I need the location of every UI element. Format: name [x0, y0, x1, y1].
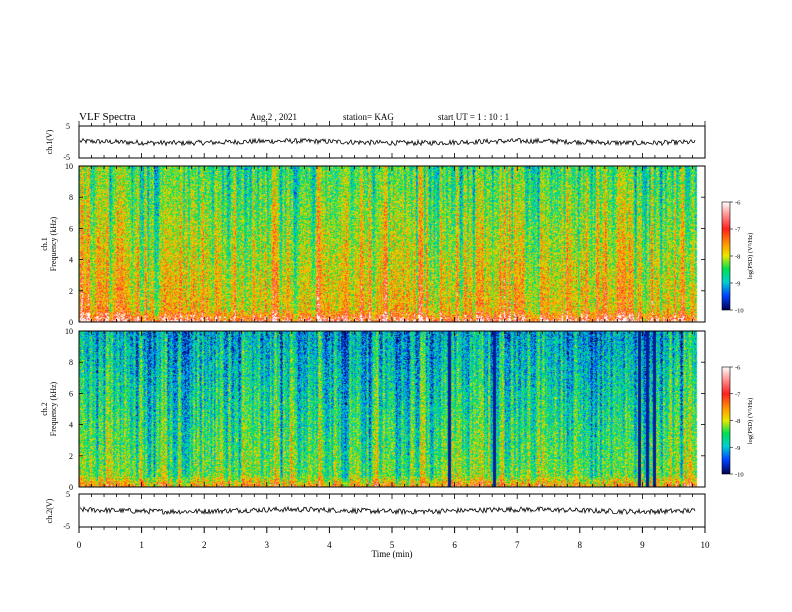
spectrogram-ytick-label: 4 [69, 421, 73, 430]
spectrogram-ytick-label: 2 [69, 452, 73, 461]
colorbar-tick-label: -9 [735, 281, 740, 288]
colorbar-tick-label: -10 [735, 308, 744, 315]
colorbar-ch2-ticks: -6 -7 -8 -9 -10 [730, 365, 744, 479]
station-label: station= KAG [343, 112, 394, 122]
time-tick-label: 8 [578, 540, 583, 550]
time-tick-label: 3 [265, 540, 270, 550]
waveform-ch1-ytick-top: 5 [66, 122, 70, 131]
waveform-ch1-ytick-bottom: -5 [63, 153, 70, 162]
colorbar-tick-label: -6 [735, 200, 741, 207]
time-tick-label: 1 [139, 540, 144, 550]
time-tick-label: 0 [77, 540, 82, 550]
spectrogram-ytick-label: 8 [69, 358, 73, 367]
inner-time-ticks [78, 121, 706, 499]
waveform-ch1-ylabel: ch.1(V) [45, 129, 54, 154]
time-tick-label: 7 [515, 540, 520, 550]
spectrogram-ytick-label: 8 [69, 193, 73, 202]
spectrogram-ytick-label: 0 [69, 318, 73, 327]
spectrogram-ch2-yticks: 10 8 6 4 2 0 [65, 327, 705, 492]
time-tick-label: 5 [390, 540, 395, 550]
time-axis-ticks: 0 1 2 3 4 5 6 7 8 9 10 [77, 527, 710, 550]
spectrogram-ch2-ylabel: Frequency (kHz) [49, 381, 58, 436]
spectrogram-ytick-label: 6 [69, 224, 73, 233]
colorbar-ch1-label: log(PSD) (V²/Hz) [747, 233, 754, 280]
colorbar-ch1-scale [721, 201, 731, 311]
spectrogram-ytick-label: 6 [69, 389, 73, 398]
waveform-ch2-panel: 5 -5 ch.2(V) [45, 490, 706, 531]
spectrogram-ch1-yticks: 10 8 6 4 2 0 [65, 162, 705, 327]
time-tick-label: 2 [202, 540, 207, 550]
colorbar-tick-label: -8 [735, 418, 740, 425]
colorbar-tick-label: -9 [735, 445, 740, 452]
waveform-ch2-ytick-top: 5 [66, 490, 70, 499]
colorbar-tick-label: -7 [735, 391, 741, 398]
colorbar-ch2: -6 -7 -8 -9 -10 log(PSD) (V²/Hz) [721, 365, 754, 479]
colorbar-tick-label: -6 [735, 365, 741, 372]
time-axis: 0 1 2 3 4 5 6 7 8 9 10 Time (min) [77, 527, 710, 559]
time-tick-label: 10 [701, 540, 711, 550]
time-tick-label: 4 [327, 540, 332, 550]
waveform-ch2-ytick-bottom: -5 [63, 522, 70, 531]
spectrogram-ytick-label: 10 [65, 327, 73, 336]
spectrogram-ch1-image [79, 166, 705, 322]
spectrogram-ch1-channel-label: ch.1 [40, 237, 49, 251]
figure-title: VLF Spectra [79, 111, 136, 123]
colorbar-ch2-scale [721, 366, 731, 475]
start-time-label: start UT = 1 : 10 : 1 [438, 112, 510, 122]
date-label: Aug.2 , 2021 [250, 112, 297, 122]
spectrogram-ch2-channel-label: ch.2 [40, 402, 49, 416]
colorbar-ch1-ticks: -6 -7 -8 -9 -10 [730, 200, 744, 315]
colorbar-tick-label: -8 [735, 254, 740, 261]
time-axis-label: Time (min) [372, 549, 413, 559]
colorbar-tick-label: -7 [735, 227, 741, 234]
spectrogram-ch1-ylabel: Frequency (kHz) [49, 216, 58, 271]
spectrogram-ch2-panel: 10 8 6 4 2 0 ch.2 Frequency (kHz) [40, 327, 706, 492]
spectrogram-ch2-image [79, 331, 705, 487]
spectrogram-ch1-panel: 10 8 6 4 2 0 ch.1 Frequency (kHz) [40, 162, 706, 327]
waveform-ch1-line [79, 137, 696, 147]
colorbar-ch2-label: log(PSD) (V²/Hz) [747, 398, 754, 445]
spectrogram-ytick-label: 2 [69, 287, 73, 296]
waveform-ch1-panel: 5 -5 ch.1(V) [45, 122, 706, 162]
spectrogram-ytick-label: 4 [69, 256, 73, 265]
spectrogram-ytick-label: 10 [65, 162, 73, 171]
time-tick-label: 9 [640, 540, 645, 550]
spectrogram-ytick-label: 0 [69, 483, 73, 492]
colorbar-tick-label: -10 [735, 472, 744, 479]
waveform-ch2-ylabel: ch.2(V) [45, 498, 54, 523]
colorbar-ch1: -6 -7 -8 -9 -10 log(PSD) (V²/Hz) [721, 200, 754, 315]
waveform-ch2-line [79, 505, 696, 516]
time-tick-label: 6 [452, 540, 457, 550]
